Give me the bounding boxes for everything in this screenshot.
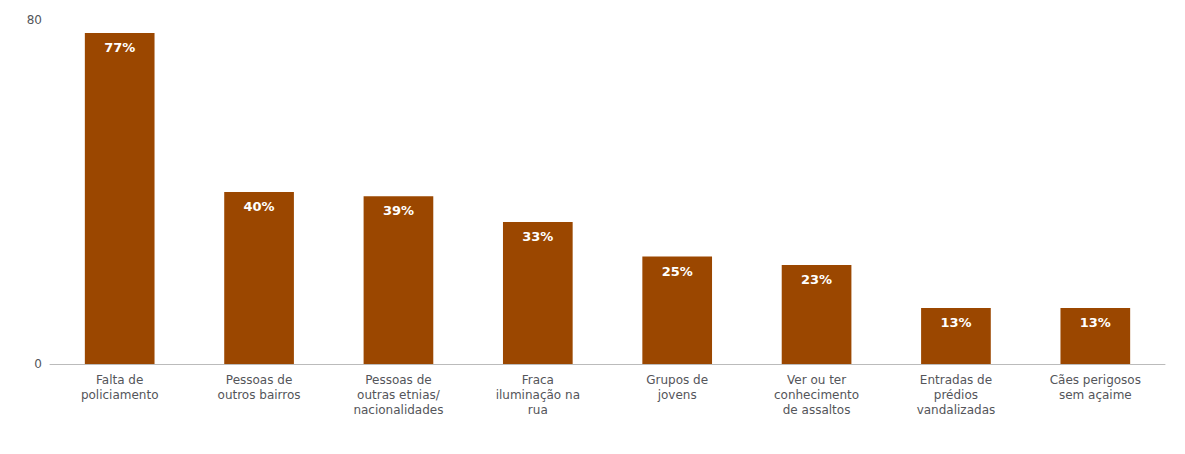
- svg-text:sem açaime: sem açaime: [1059, 388, 1132, 402]
- svg-text:iluminação na: iluminação na: [496, 388, 580, 402]
- svg-text:Pessoas de: Pessoas de: [365, 373, 431, 387]
- svg-text:Falta de: Falta de: [96, 373, 143, 387]
- svg-text:39%: 39%: [383, 203, 414, 218]
- svg-text:vandalizadas: vandalizadas: [917, 403, 996, 417]
- svg-text:policiamento: policiamento: [81, 388, 159, 402]
- svg-text:prédios: prédios: [934, 388, 978, 402]
- svg-text:rua: rua: [528, 403, 548, 417]
- svg-text:Cães perigosos: Cães perigosos: [1050, 373, 1141, 387]
- svg-text:25%: 25%: [662, 264, 693, 279]
- svg-text:de assaltos: de assaltos: [783, 403, 851, 417]
- svg-text:13%: 13%: [1080, 315, 1111, 330]
- svg-text:Fraca: Fraca: [522, 373, 554, 387]
- svg-text:Grupos de: Grupos de: [646, 373, 708, 387]
- svg-text:80: 80: [27, 13, 42, 27]
- svg-text:0: 0: [34, 357, 42, 371]
- svg-text:40%: 40%: [244, 199, 275, 214]
- svg-text:33%: 33%: [522, 229, 553, 244]
- svg-text:13%: 13%: [940, 315, 971, 330]
- svg-text:conhecimento: conhecimento: [774, 388, 859, 402]
- svg-text:23%: 23%: [801, 272, 832, 287]
- svg-text:jovens: jovens: [657, 388, 697, 402]
- svg-text:Pessoas de: Pessoas de: [226, 373, 292, 387]
- svg-text:outras etnias/: outras etnias/: [357, 388, 441, 402]
- svg-text:Entradas de: Entradas de: [920, 373, 992, 387]
- svg-text:nacionalidades: nacionalidades: [353, 403, 443, 417]
- svg-text:Ver ou ter: Ver ou ter: [787, 373, 846, 387]
- svg-text:77%: 77%: [104, 40, 135, 55]
- svg-text:outros bairros: outros bairros: [218, 388, 301, 402]
